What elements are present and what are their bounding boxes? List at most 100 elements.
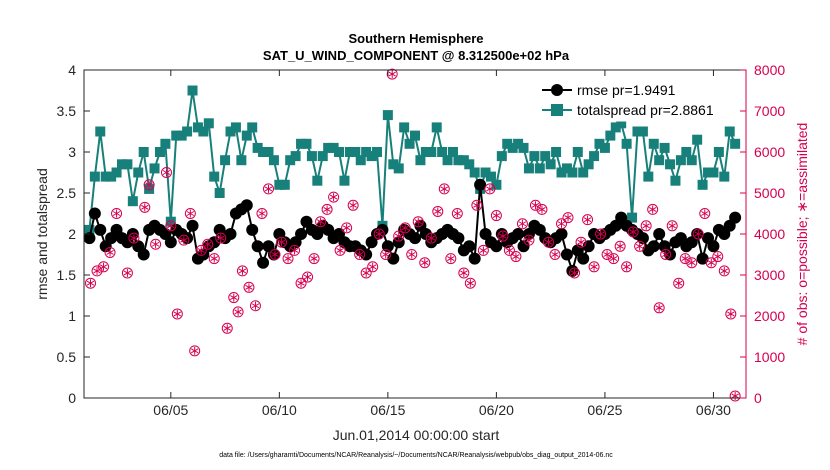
obs-assimilated-point xyxy=(538,205,546,214)
asterisk-stroke xyxy=(401,225,409,231)
asterisk-stroke xyxy=(622,264,631,270)
obs-assimilated-point xyxy=(395,232,403,241)
totalspread-point xyxy=(372,147,383,157)
totalspread-point xyxy=(567,167,578,178)
obs-assimilated-point xyxy=(310,254,318,263)
asterisk-stroke xyxy=(284,256,292,262)
obs-assimilated-point xyxy=(557,219,566,228)
totalspread-point xyxy=(203,118,214,129)
totalspread-point xyxy=(627,212,638,223)
obs-possible-point xyxy=(399,222,411,234)
totalspread-point xyxy=(523,163,534,174)
asterisk-stroke xyxy=(238,268,247,274)
obs-possible-point xyxy=(302,271,314,283)
totalspread-point xyxy=(713,147,724,157)
asterisk-stroke xyxy=(342,225,351,231)
rmse-point xyxy=(566,264,579,277)
totalspread-point xyxy=(144,183,155,194)
obs-assimilated-point xyxy=(190,346,199,355)
asterisk-stroke xyxy=(141,204,149,210)
asterisk-stroke xyxy=(167,223,175,229)
obs-assimilated-point xyxy=(362,268,370,277)
rmse-point xyxy=(555,228,568,240)
rmse-point xyxy=(490,240,503,253)
obs-assimilated-point xyxy=(251,301,260,310)
totalspread-point xyxy=(317,151,328,162)
totalspread-point xyxy=(670,175,681,186)
y-right-tick-label: 4000 xyxy=(754,226,785,242)
obs-assimilated-point xyxy=(675,279,683,288)
totalspread-point xyxy=(122,159,133,170)
x-tick-label: 06/05 xyxy=(153,402,188,418)
obs-assimilated-point xyxy=(551,250,559,259)
obs-possible-point xyxy=(171,308,183,320)
obs-assimilated-point xyxy=(731,391,739,400)
y-right-tick-label: 7000 xyxy=(754,103,785,119)
rmse-point xyxy=(409,232,421,245)
obs-possible-point xyxy=(595,228,607,240)
totalspread-point xyxy=(154,147,165,157)
totalspread-point xyxy=(605,130,616,141)
obs-assimilated-point xyxy=(694,230,702,238)
rmse-point xyxy=(88,207,101,220)
obs-assimilated-point xyxy=(434,207,442,216)
totalspread-point xyxy=(480,167,491,178)
totalspread-point xyxy=(431,122,442,133)
y-right-tick-label: 6000 xyxy=(754,144,785,160)
totalspread-point xyxy=(285,155,296,166)
totalspread-point xyxy=(458,155,469,166)
totalspread-point xyxy=(529,151,540,162)
totalspread-point xyxy=(225,126,236,137)
rmse-point xyxy=(83,232,96,245)
obs-assimilated-point xyxy=(661,250,670,259)
asterisk-stroke xyxy=(316,219,325,225)
rmse-point xyxy=(246,223,259,236)
obs-assimilated-point xyxy=(173,309,182,318)
obs-possible-point xyxy=(165,220,177,232)
obs-assimilated-point xyxy=(720,266,729,275)
asterisk-stroke xyxy=(362,270,370,276)
asterisk-stroke xyxy=(720,268,729,274)
asterisk-stroke xyxy=(130,235,138,241)
obs-assimilated-point xyxy=(714,252,722,261)
asterisk-stroke xyxy=(564,215,572,221)
totalspread-point xyxy=(214,188,225,198)
obs-assimilated-point xyxy=(245,283,253,292)
obs-possible-point xyxy=(104,246,116,258)
asterisk-stroke xyxy=(707,260,715,266)
obs-possible-point xyxy=(202,238,214,250)
obs-assimilated-point xyxy=(99,262,108,271)
asterisk-stroke xyxy=(635,243,644,249)
obs-possible-point xyxy=(85,277,97,289)
obs-possible-point xyxy=(653,302,665,314)
obs-possible-point xyxy=(556,218,568,230)
totalspread-point xyxy=(426,147,437,157)
obs-assimilated-point xyxy=(512,252,520,261)
rmse-point xyxy=(164,236,177,249)
y-right-tick-label: 1000 xyxy=(754,349,785,365)
totalspread-point xyxy=(654,155,665,166)
obs-assimilated-point xyxy=(447,254,455,263)
asterisk-stroke xyxy=(336,247,344,253)
obs-possible-point xyxy=(276,236,288,248)
totalspread-point xyxy=(301,138,312,149)
asterisk-stroke xyxy=(714,254,722,259)
asterisk-stroke xyxy=(492,213,501,218)
obs-assimilated-point xyxy=(342,223,351,232)
asterisk-stroke xyxy=(447,256,455,262)
asterisk-stroke xyxy=(518,221,527,227)
totalspread-point xyxy=(420,147,431,157)
asterisk-stroke xyxy=(86,280,95,286)
asterisk-stroke xyxy=(583,217,592,223)
totalspread-point xyxy=(133,167,144,178)
asterisk-stroke xyxy=(99,264,108,270)
asterisk-stroke xyxy=(251,303,260,309)
obs-possible-point xyxy=(445,253,457,265)
totalspread-point xyxy=(323,142,334,153)
totalspread-point xyxy=(507,142,518,153)
obs-assimilated-point xyxy=(223,324,231,333)
asterisk-stroke xyxy=(466,280,475,286)
obs-assimilated-point xyxy=(583,215,592,224)
asterisk-stroke xyxy=(427,235,435,241)
